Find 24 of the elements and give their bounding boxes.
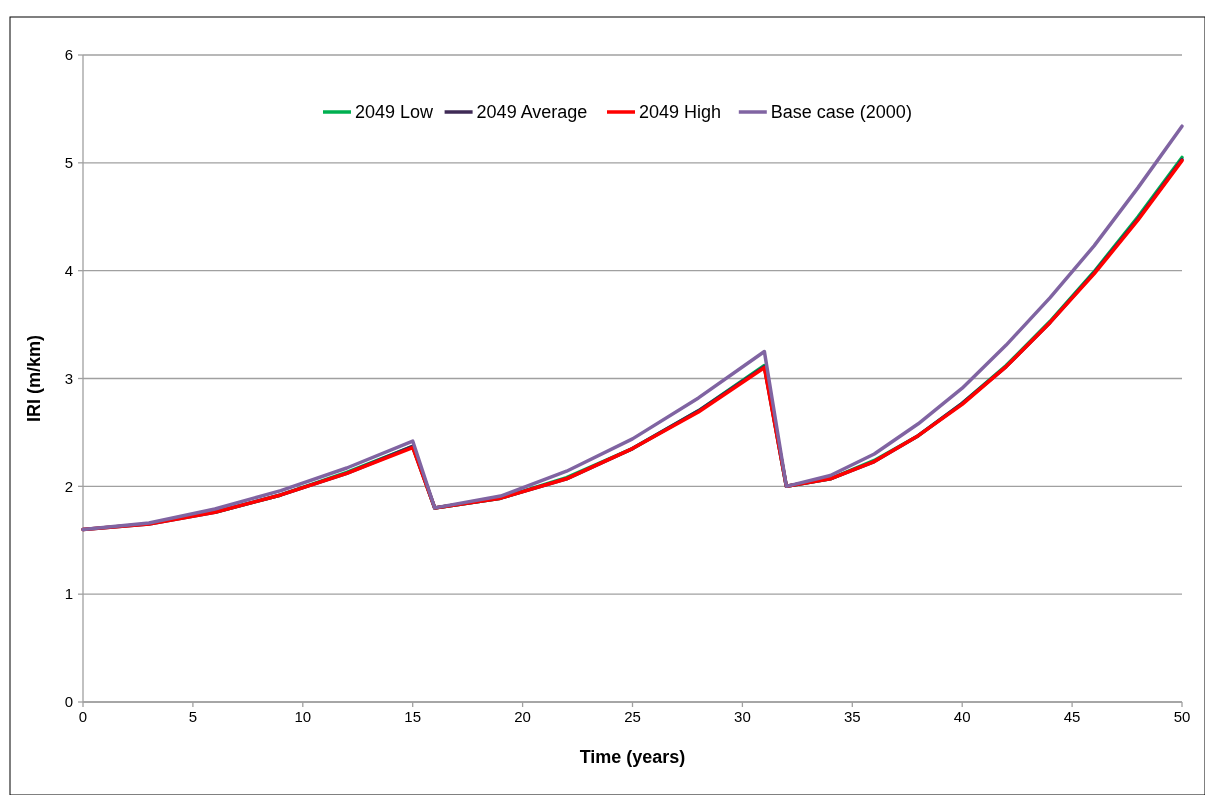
y-tick-label: 6 <box>64 46 73 64</box>
y-tick-label: 4 <box>64 261 73 279</box>
y-axis-title: IRI (m/km) <box>24 334 44 423</box>
x-tick-label: 30 <box>734 708 751 725</box>
y-tick-label: 2 <box>64 477 73 495</box>
x-tick-label: 10 <box>294 708 312 725</box>
x-tick-label: 5 <box>188 708 198 725</box>
x-tick-label: 50 <box>1173 708 1191 725</box>
y-tick-label: 1 <box>64 585 73 603</box>
y-tick-label: 3 <box>64 369 73 387</box>
x-axis-title: Time (years) <box>579 747 686 767</box>
legend-label: 2049 Low <box>355 102 435 123</box>
x-tick-label: 40 <box>953 708 971 725</box>
legend-label: Base case (2000) <box>770 102 912 123</box>
y-tick-label: 5 <box>64 154 73 172</box>
x-tick-label: 25 <box>624 708 641 725</box>
legend-label: 2049 Average <box>476 102 588 123</box>
y-tick-label: 0 <box>64 693 73 711</box>
x-tick-label: 35 <box>843 708 861 725</box>
x-tick-label: 20 <box>514 708 531 725</box>
x-tick-label: 15 <box>404 708 422 725</box>
x-tick-label: 45 <box>1063 708 1081 725</box>
x-tick-label: 0 <box>78 708 88 725</box>
legend-label: 2049 High <box>639 102 722 123</box>
